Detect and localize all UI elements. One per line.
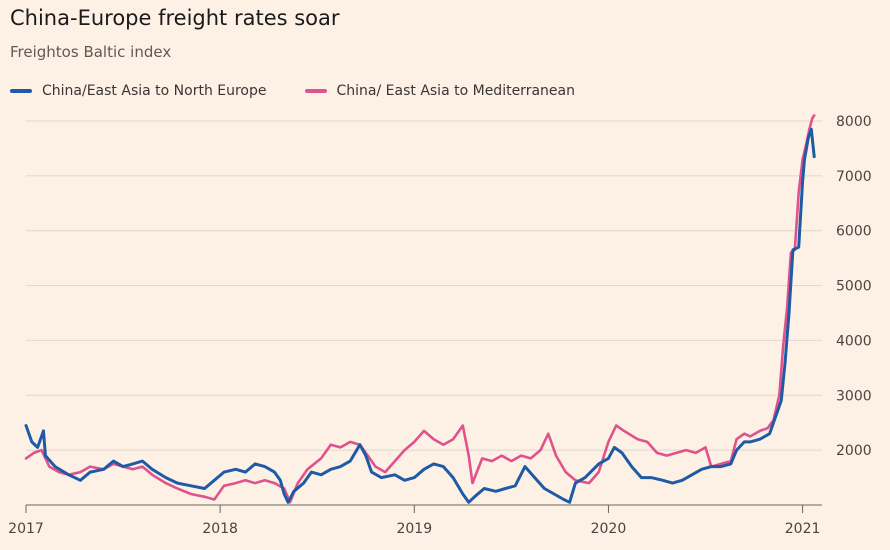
- legend-label-north-europe: China/East Asia to North Europe: [42, 83, 267, 99]
- y-tick-label: 4000: [836, 333, 872, 349]
- legend-swatch-north-europe: [10, 89, 32, 93]
- chart-subtitle: Freightos Baltic index: [10, 43, 172, 61]
- x-tick-label: 2019: [396, 521, 432, 537]
- x-tick-label: 2017: [8, 521, 44, 537]
- x-tick-label: 2021: [785, 521, 821, 537]
- y-tick-label: 5000: [836, 279, 872, 295]
- series-line-north-europe: [24, 127, 816, 504]
- y-tick-label: 6000: [836, 224, 872, 240]
- legend-swatch-mediterranean: [304, 89, 327, 93]
- x-tick-label: 2020: [591, 521, 627, 537]
- legend-item-mediterranean: China/ East Asia to Mediterranean: [304, 83, 575, 99]
- legend: China/East Asia to North Europe China/ E…: [10, 83, 613, 99]
- series-line-mediterranean: [24, 114, 816, 504]
- y-tick-label: 7000: [836, 169, 872, 185]
- legend-label-mediterranean: China/ East Asia to Mediterranean: [336, 83, 575, 99]
- y-tick-label: 8000: [836, 114, 872, 130]
- x-tick-label: 2018: [202, 521, 238, 537]
- y-tick-label: 3000: [836, 388, 872, 404]
- y-tick-label: 2000: [836, 443, 872, 459]
- legend-item-north-europe: China/East Asia to North Europe: [10, 83, 267, 99]
- chart-title: China-Europe freight rates soar: [10, 6, 340, 30]
